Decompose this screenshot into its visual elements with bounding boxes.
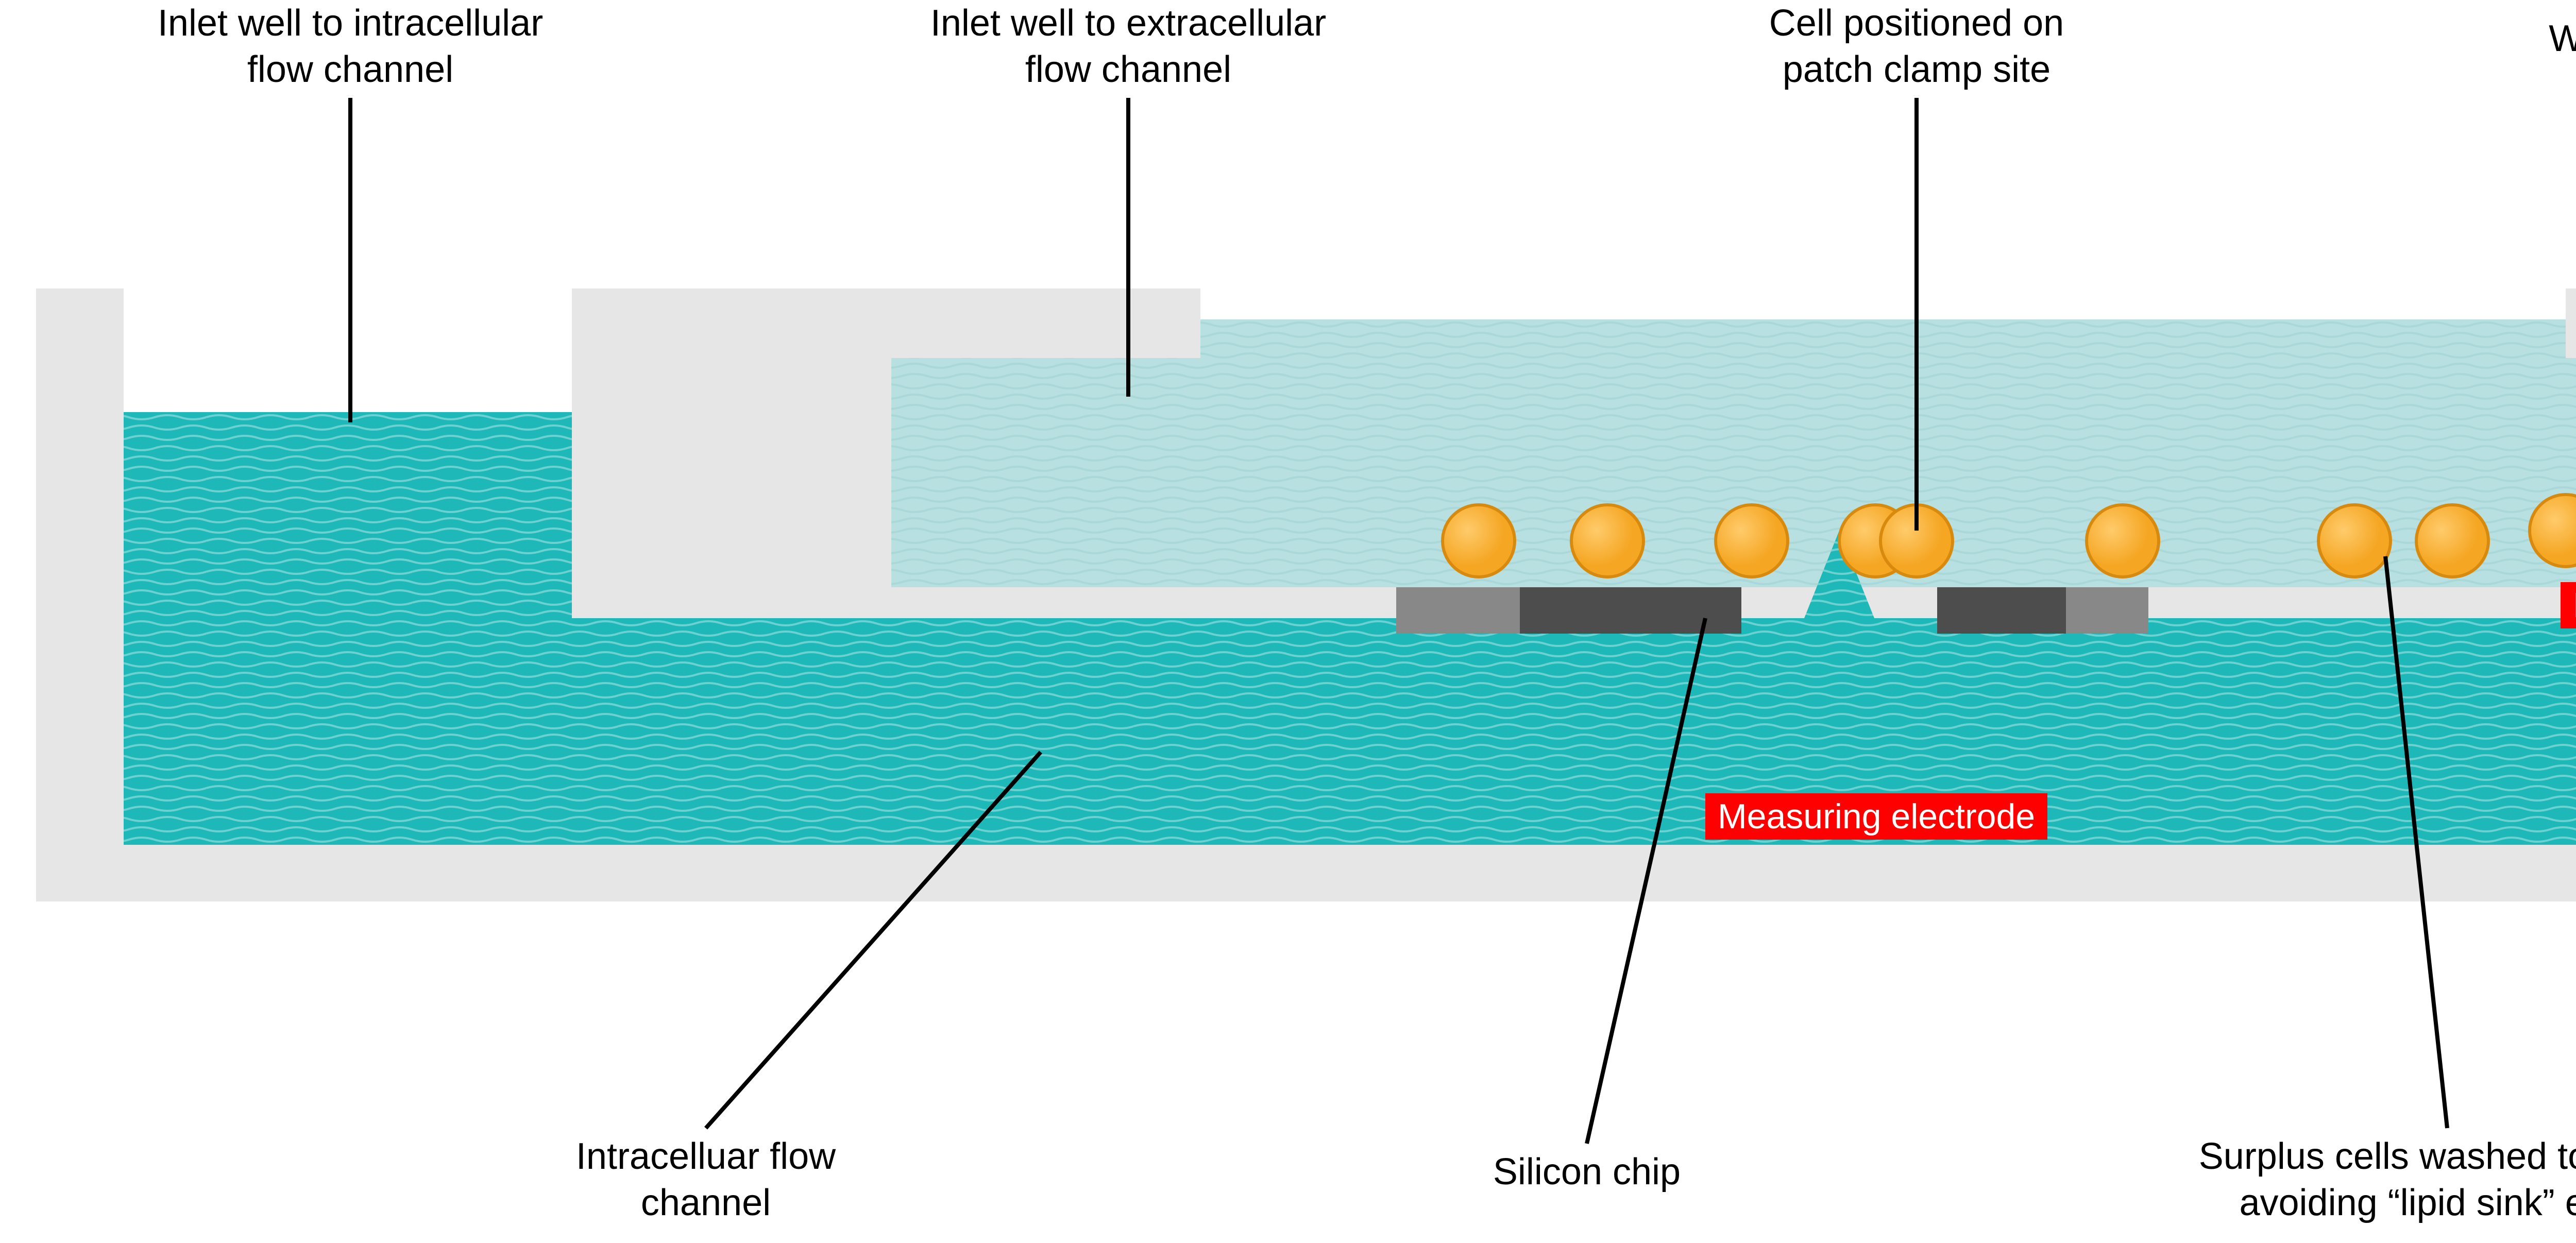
- measuring-electrode: Measuring electrode: [1705, 793, 2047, 840]
- cell-2: [1716, 505, 1788, 577]
- inlet-intracellular-label: Inlet well to intracellularflow channel: [41, 0, 659, 93]
- extB-support-left: [814, 587, 886, 618]
- reference-electrode: Reference electrode: [2561, 582, 2576, 628]
- silicon-left-dark: [1520, 587, 1741, 634]
- pillar-left: [572, 288, 814, 618]
- cell-positioned-label: Cell positioned onpatch clamp site: [1607, 0, 2226, 93]
- silicon-right-dark: [1937, 587, 2066, 634]
- intracellular-channel-label: Intracelluar flowchannel: [397, 1133, 1015, 1226]
- wall-left: [36, 288, 124, 901]
- cell-7: [2416, 505, 2488, 577]
- floor: [36, 845, 2576, 901]
- waste-well-label: Waste well: [2329, 15, 2576, 62]
- intracellular-channel-fluid: [124, 618, 2576, 845]
- silicon-left-light: [1396, 587, 1520, 634]
- cell-6: [2318, 505, 2391, 577]
- diagram-svg: [0, 0, 2576, 1243]
- surplus-cells-label: Surplus cells washed to wasteavoiding “l…: [2138, 1133, 2576, 1226]
- silicon-right-light: [2066, 587, 2148, 634]
- cell-5: [2087, 505, 2159, 577]
- silicon-chip-label: Silicon chip: [1278, 1149, 1896, 1195]
- extracellular-lip-left: [889, 317, 1200, 358]
- extracellular-lip-right: [2566, 317, 2576, 358]
- cell-1: [1571, 505, 1643, 577]
- inlet-extracellular-label: Inlet well to extracellularflow channel: [819, 0, 1437, 93]
- cell-0: [1443, 505, 1515, 577]
